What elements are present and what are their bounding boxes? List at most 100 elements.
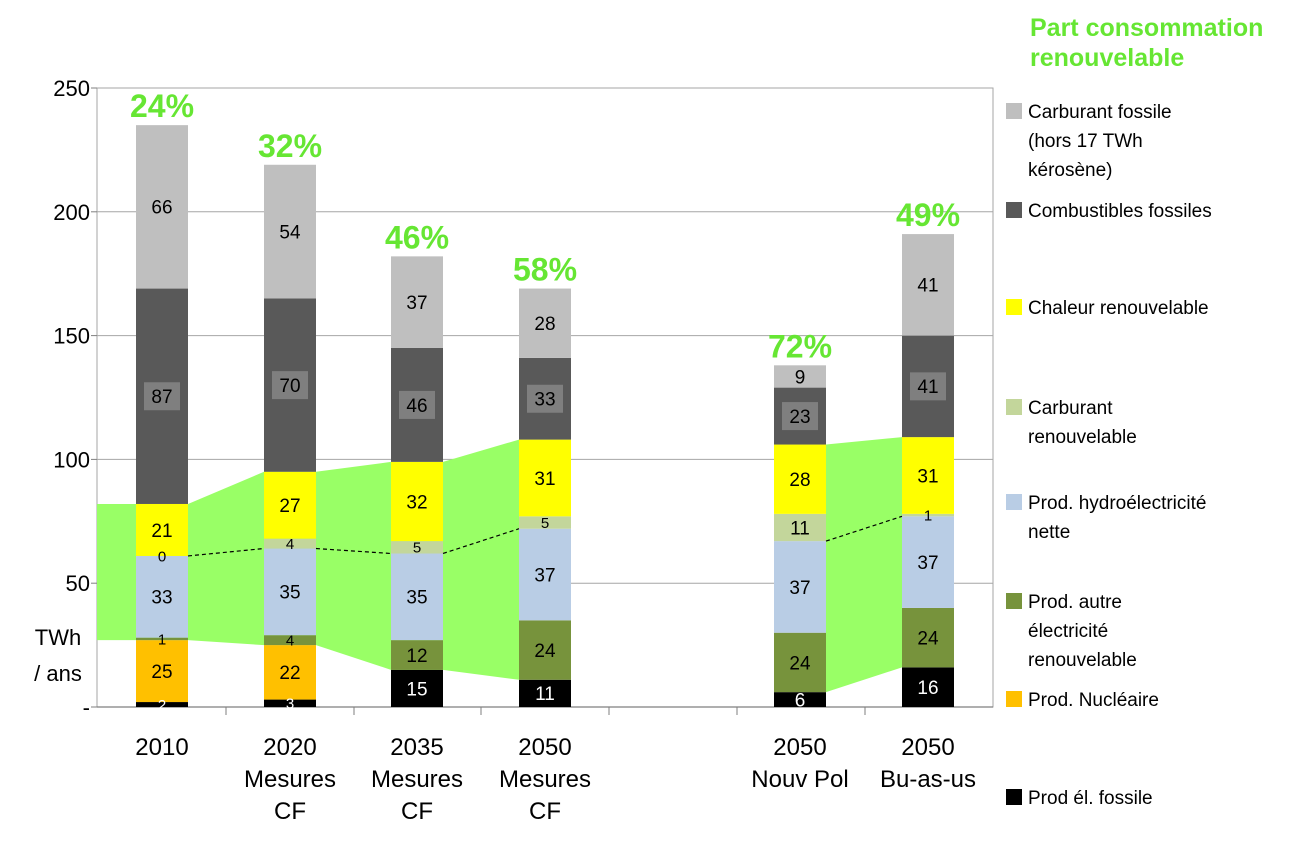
x-category-label: 2050 (518, 734, 571, 761)
segment-label: 37 (789, 578, 810, 599)
bar-segment (136, 125, 188, 289)
bar-segment (136, 637, 188, 641)
segment-label: 3 (286, 696, 294, 713)
bar-segment (264, 471, 316, 539)
legend-label: Prod. autre (1028, 592, 1122, 613)
segment-label: 35 (406, 588, 427, 609)
segment-label: 31 (917, 466, 938, 487)
segment-label: 25 (151, 662, 172, 683)
segment-label: 31 (534, 469, 555, 490)
segment-label: 24 (534, 641, 556, 662)
x-category-label: 2050 (773, 734, 826, 761)
bar-segment (264, 645, 316, 700)
legend-swatch (1006, 593, 1022, 609)
bar-segment (519, 528, 571, 621)
segment-label: 24 (789, 653, 811, 674)
segment-label: 0 (158, 548, 166, 565)
bar-segment (136, 640, 188, 703)
legend-title: Part consommation (1030, 14, 1263, 42)
bar-segment (519, 288, 571, 358)
segment-label: 4 (286, 536, 294, 553)
x-category-label: Nouv Pol (751, 766, 848, 793)
x-category-label: Mesures (244, 766, 336, 793)
segment-label: 32 (406, 492, 427, 513)
legend-label: nette (1028, 522, 1070, 543)
segment-label: 28 (534, 314, 555, 335)
segment-label-bg (144, 382, 180, 411)
x-category-label: Bu-as-us (880, 766, 976, 793)
y-tick-label: 250 (53, 76, 90, 101)
segment-label: 23 (789, 407, 810, 428)
bar-segment (902, 234, 954, 336)
segment-label: 46 (406, 396, 427, 417)
segment-label: 5 (413, 540, 421, 557)
bar-segment (391, 461, 443, 542)
y-axis-label: / ans (34, 661, 82, 686)
bar-segment (391, 541, 443, 554)
segment-label: 28 (789, 470, 810, 491)
bar-segment (391, 640, 443, 670)
segment-label: 24 (917, 629, 939, 650)
bar-segment (902, 667, 954, 707)
legend-label: (hors 17 TWh (1028, 131, 1143, 152)
segment-label-bg (527, 384, 563, 413)
legend-label: renouvelable (1028, 427, 1137, 448)
bar-segment (264, 548, 316, 636)
segment-label-bg (399, 390, 435, 419)
x-category-label: CF (274, 798, 306, 825)
bar-segment (519, 620, 571, 680)
bar-segment (264, 538, 316, 549)
bar-segment (774, 692, 826, 707)
bar-segment (774, 513, 826, 542)
legend-label: Prod. Nucléaire (1028, 690, 1159, 711)
y-tick-label: 50 (66, 571, 90, 596)
bar-segment (902, 607, 954, 668)
bar-segment (391, 256, 443, 348)
share-label: 46% (385, 219, 449, 255)
connector-line (187, 547, 265, 557)
segment-label: 37 (534, 565, 555, 586)
legend-swatch (1006, 299, 1022, 315)
x-category-label: CF (529, 798, 561, 825)
legend-label: électricité (1028, 621, 1108, 642)
legend-swatch (1006, 789, 1022, 805)
segment-label: 22 (279, 663, 300, 684)
renewable-band (826, 437, 902, 693)
bar-segment (391, 553, 443, 641)
segment-label: 2 (158, 697, 166, 714)
legend-label: Prod él. fossile (1028, 788, 1153, 809)
share-label: 58% (513, 252, 577, 288)
segment-label: 1 (924, 508, 932, 525)
segment-label: 35 (279, 583, 300, 604)
segment-label: 41 (917, 377, 938, 398)
y-axis-label: TWh (35, 625, 81, 650)
bar-segment (774, 365, 826, 388)
share-label: 24% (130, 88, 194, 124)
bar-segment (264, 164, 316, 299)
y-tick-label: 100 (53, 447, 90, 472)
legend-label: kérosène) (1028, 160, 1113, 181)
bar-segment (519, 516, 571, 529)
segment-label: 15 (406, 679, 427, 700)
bar-segment (264, 635, 316, 646)
segment-label: 54 (279, 222, 301, 243)
segment-label: 27 (279, 496, 300, 517)
segment-label: 33 (534, 390, 555, 411)
bar-segment (136, 702, 188, 707)
bar-segment (264, 699, 316, 707)
segment-label: 21 (151, 521, 172, 542)
bar-segment (774, 444, 826, 514)
segment-label: 87 (151, 387, 172, 408)
segment-label: 37 (406, 293, 427, 314)
segment-label-bg (272, 371, 308, 400)
legend-swatch (1006, 494, 1022, 510)
legend-swatch (1006, 202, 1022, 218)
legend-label: renouvelable (1028, 650, 1137, 671)
bar-segment (136, 555, 188, 638)
x-category-label: 2050 (901, 734, 954, 761)
y-tick-label: - (83, 695, 90, 720)
legend-swatch (1006, 691, 1022, 707)
x-category-label: 2035 (390, 734, 443, 761)
